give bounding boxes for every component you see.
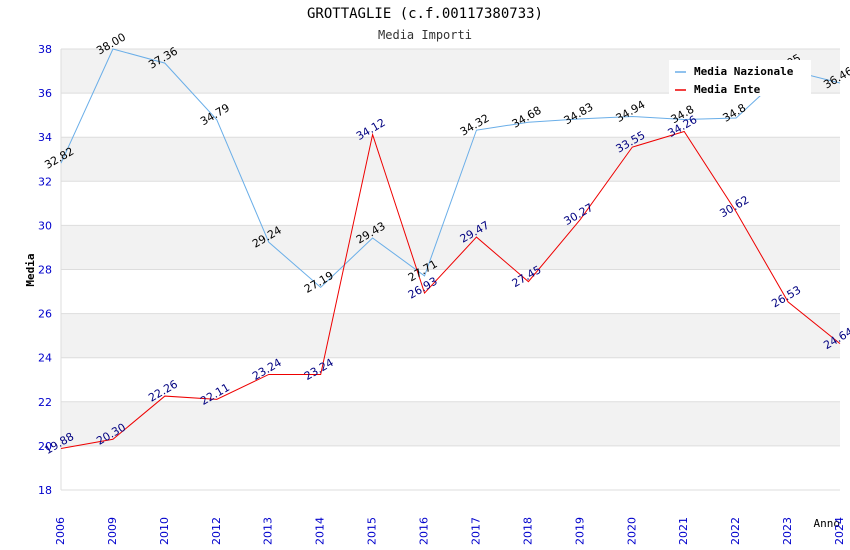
data-label: 19.88	[42, 430, 76, 457]
chart-title: GROTTAGLIE (c.f.00117380733)	[307, 6, 543, 22]
x-tick-label: 2022	[729, 517, 742, 545]
x-axis-label: Anno	[814, 517, 841, 530]
y-tick-label: 32	[38, 175, 52, 188]
series-line-media-nazionale	[60, 48, 841, 289]
x-tick-labels: 2006 2009 2010 2012 2013 2014 2015 2016 2017 2018…	[54, 517, 846, 545]
x-tick-label: 2018	[521, 517, 534, 545]
data-label: 23.24	[250, 356, 284, 383]
x-tick-label: 2021	[677, 517, 690, 545]
y-tick-label: 38	[38, 43, 52, 56]
plot-band	[61, 137, 840, 182]
x-tick-label: 2019	[573, 517, 586, 545]
x-tick-label: 2009	[106, 517, 119, 545]
data-label: 30.62	[717, 193, 751, 220]
x-tick-label: 2006	[54, 517, 67, 545]
x-tick-label: 2012	[210, 517, 223, 545]
legend: Media Nazionale Media Ente	[669, 60, 811, 96]
data-label: 27.19	[302, 269, 336, 296]
series-lines	[60, 48, 841, 450]
plot-band	[61, 225, 840, 270]
legend-box	[669, 60, 811, 96]
x-tick-label: 2023	[781, 517, 794, 545]
x-tick-label: 2014	[314, 517, 327, 545]
plot-bands	[61, 49, 840, 446]
y-tick-label: 34	[38, 131, 52, 144]
y-tick-labels: 18 20 22 24 26 28 30 32 34 36 38	[38, 43, 52, 497]
x-tick-label: 2020	[625, 517, 638, 545]
y-tick-label: 26	[38, 308, 52, 321]
y-tick-label: 18	[38, 484, 52, 497]
chart-subtitle: Media Importi	[378, 28, 472, 42]
y-tick-label: 22	[38, 396, 52, 409]
x-tick-label: 2010	[158, 517, 171, 545]
y-tick-label: 28	[38, 264, 52, 277]
data-label: 34.94	[614, 98, 648, 125]
data-label: 22.26	[146, 378, 180, 405]
plot-band	[61, 401, 840, 446]
plot-band	[61, 313, 840, 358]
y-tick-label: 20	[38, 440, 52, 453]
x-tick-label: 2016	[418, 517, 431, 545]
data-label: 30.27	[562, 201, 596, 228]
data-label: 23.24	[302, 356, 336, 383]
x-tick-label: 2024	[833, 517, 846, 545]
grid-lines	[61, 48, 840, 491]
data-label: 34.8	[721, 101, 749, 125]
data-label: 34.68	[510, 104, 544, 131]
y-tick-label: 36	[38, 87, 52, 100]
data-label: 34.83	[562, 100, 596, 127]
x-tick-label: 2017	[469, 517, 482, 545]
legend-label-media-nazionale: Media Nazionale	[694, 65, 794, 78]
x-tick-label: 2013	[262, 517, 275, 545]
axes	[60, 49, 840, 491]
y-axis-label: Media	[24, 253, 37, 286]
legend-label-media-ente: Media Ente	[694, 83, 761, 96]
data-label: 26.53	[769, 283, 803, 310]
y-tick-label: 24	[38, 352, 52, 365]
y-tick-label: 30	[38, 219, 52, 232]
series-line-media-ente	[60, 130, 841, 450]
x-tick-label: 2015	[366, 517, 379, 545]
